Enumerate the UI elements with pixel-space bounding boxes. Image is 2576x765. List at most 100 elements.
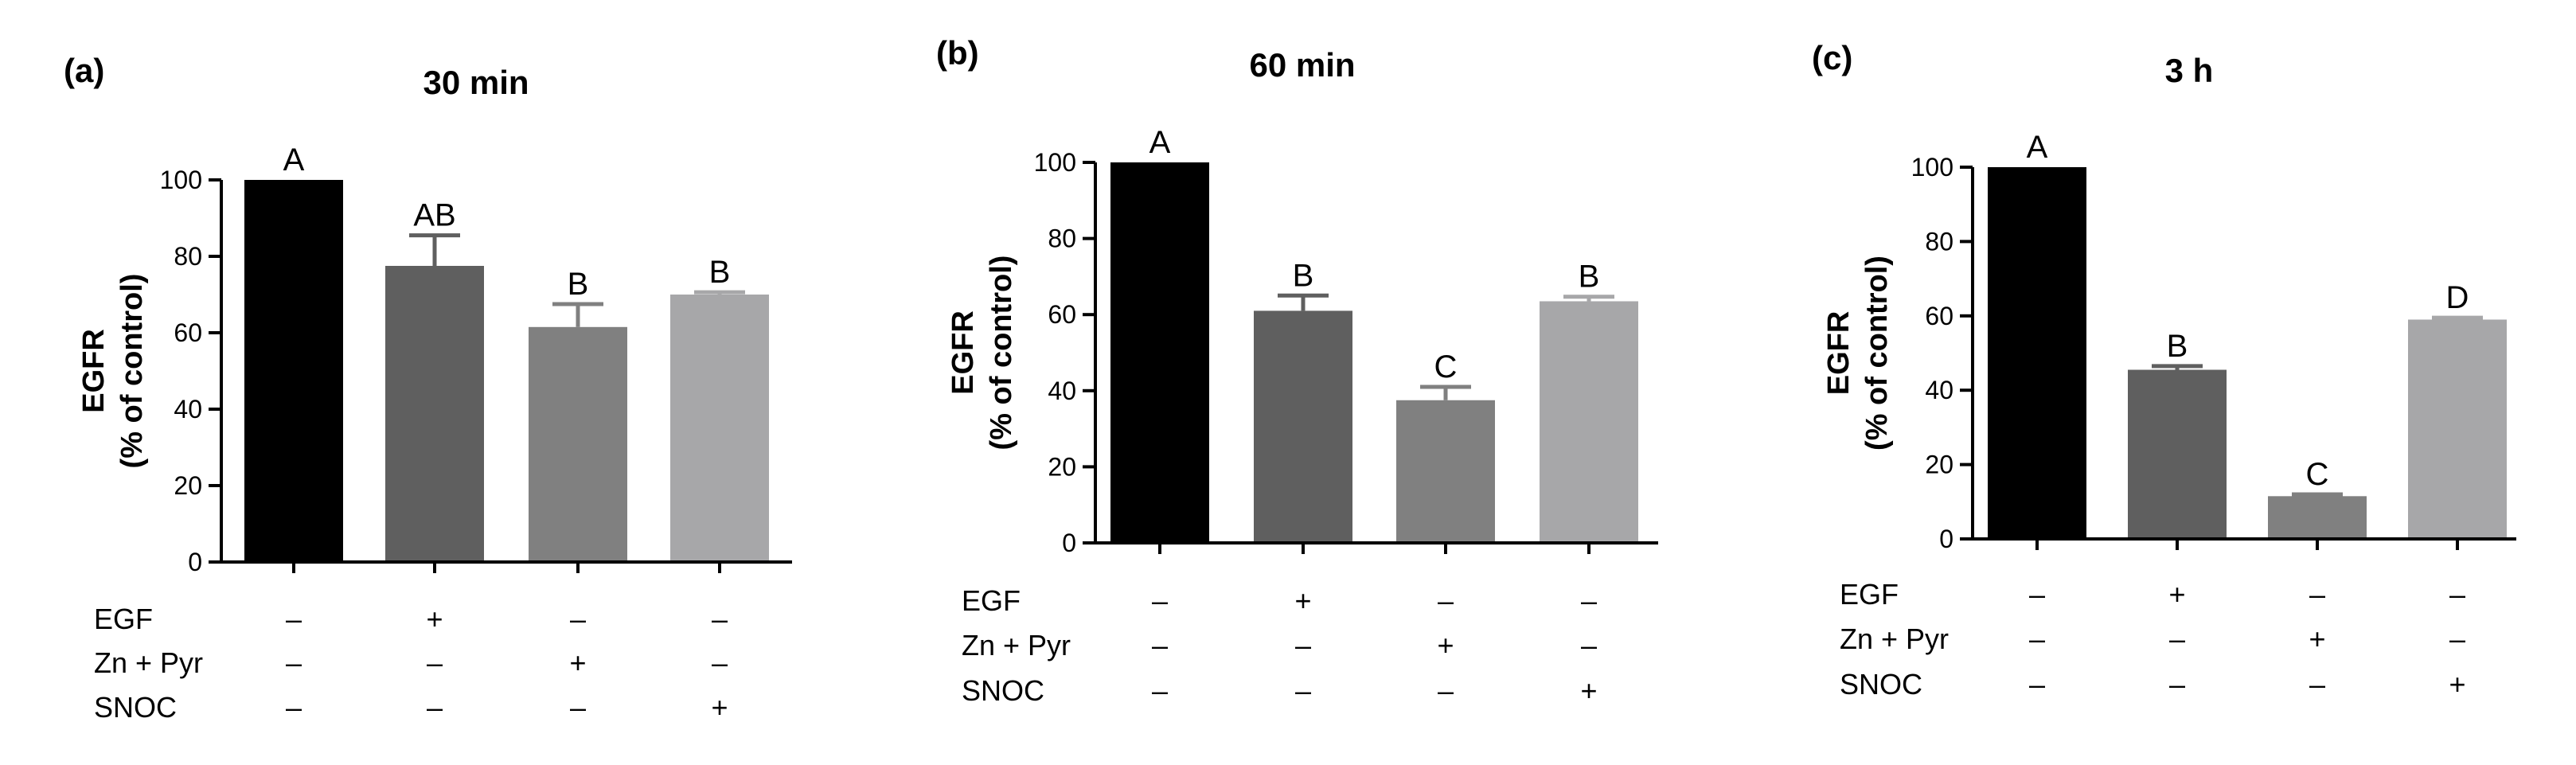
condition-mark-b-0-3: – (1581, 584, 1597, 617)
condition-mark-a-2-0: – (286, 691, 302, 724)
ytick-label-b-60: 60 (1048, 300, 1076, 329)
error-bar-c-2 (2292, 492, 2343, 497)
condition-mark-c-2-1: – (2169, 668, 2185, 701)
condition-mark-c-2-0: – (2029, 668, 2045, 701)
panel-c: (c) 3 h A B C D 0 20 40 60 80 100 EGFR (% of contro… (1812, 39, 2516, 701)
condition-mark-a-1-3: – (712, 646, 728, 679)
error-bar-b-1 (1278, 293, 1329, 311)
ytick-label-c-100: 100 (1911, 153, 1953, 181)
condition-mark-b-1-1: – (1295, 629, 1311, 662)
ytick-label-a-0: 0 (188, 548, 202, 576)
bar-c-0 (1988, 167, 2086, 539)
sig-letter-a-1: AB (413, 198, 455, 233)
condition-mark-b-1-0: – (1152, 629, 1168, 662)
condition-mark-a-0-0: – (286, 603, 302, 635)
panel-a-title: 30 min (423, 64, 529, 101)
ytick-label-a-20: 20 (174, 471, 202, 500)
ylabel-a: EGFR (77, 329, 111, 413)
bar-b-3 (1540, 301, 1638, 543)
condition-mark-a-0-1: + (426, 603, 443, 635)
sig-letter-b-3: B (1579, 260, 1600, 295)
panel-a-plot: A AB B B 0 20 40 60 80 100 EGFR (% of control) EGF – +… (77, 142, 792, 724)
ytick-label-a-100: 100 (160, 166, 202, 194)
panel-b-plot: A B C B 0 20 40 60 80 100 EGFR (% of control) EGF – + –… (946, 125, 1658, 707)
bar-a-3 (670, 295, 769, 562)
condition-mark-b-2-1: – (1295, 674, 1311, 707)
condition-mark-a-0-3: – (712, 603, 728, 635)
panel-b: (b) 60 min A B C B 0 20 40 60 80 100 EGFR (% of con… (936, 34, 1658, 707)
panel-b-title: 60 min (1249, 46, 1355, 84)
ylabel-unit-b: (% of control) (985, 256, 1018, 451)
sig-letter-b-0: A (1149, 125, 1171, 160)
condition-mark-b-2-2: – (1438, 674, 1454, 707)
error-bar-a-2 (552, 302, 603, 327)
ytick-label-b-40: 40 (1048, 377, 1076, 405)
ytick-label-c-60: 60 (1925, 302, 1953, 330)
ytick-label-a-40: 40 (174, 395, 202, 423)
panel-c-label: (c) (1812, 39, 1852, 76)
sig-letter-c-2: C (2306, 457, 2329, 492)
error-bar-c-1 (2152, 364, 2203, 370)
error-bar-b-2 (1420, 384, 1471, 400)
error-bar-c-3 (2432, 315, 2483, 320)
bar-c-1 (2128, 369, 2227, 539)
condition-mark-c-0-3: – (2449, 578, 2465, 611)
sig-letter-b-1: B (1293, 258, 1314, 293)
bar-b-2 (1396, 400, 1495, 543)
panel-c-title: 3 h (2165, 52, 2214, 89)
sig-letter-c-3: D (2446, 280, 2469, 315)
condition-mark-b-2-3: + (1580, 674, 1597, 707)
sig-letter-a-2: B (568, 267, 589, 302)
bar-a-0 (244, 180, 343, 562)
ylabel-unit-a: (% of control) (115, 274, 149, 469)
condition-name-c-2: SNOC (1840, 668, 1922, 701)
panel-a-label: (a) (64, 52, 104, 89)
condition-name-b-1: Zn + Pyr (962, 629, 1071, 662)
condition-mark-a-0-2: – (570, 603, 586, 635)
condition-mark-b-2-0: – (1152, 674, 1168, 707)
sig-letter-c-1: B (2167, 329, 2188, 364)
ytick-label-b-80: 80 (1048, 224, 1076, 253)
condition-name-a-0: EGF (94, 603, 153, 635)
panel-b-label: (b) (936, 34, 979, 72)
ytick-label-c-0: 0 (1939, 525, 1953, 553)
condition-mark-a-2-2: – (570, 691, 586, 724)
bar-a-1 (385, 266, 484, 562)
condition-mark-a-2-3: + (711, 691, 728, 724)
condition-mark-b-1-2: + (1437, 629, 1454, 662)
condition-mark-c-0-2: – (2309, 578, 2325, 611)
condition-mark-b-0-1: + (1294, 584, 1311, 617)
ytick-label-b-20: 20 (1048, 452, 1076, 481)
error-bar-a-3 (694, 290, 745, 295)
bar-a-2 (529, 326, 627, 562)
ytick-label-c-80: 80 (1925, 227, 1953, 256)
ytick-label-c-20: 20 (1925, 451, 1953, 479)
condition-mark-b-1-3: – (1581, 629, 1597, 662)
bar-c-2 (2268, 496, 2367, 539)
bar-b-1 (1254, 310, 1352, 543)
ytick-label-c-40: 40 (1925, 376, 1953, 404)
ytick-label-b-100: 100 (1034, 148, 1076, 177)
condition-mark-b-0-2: – (1438, 584, 1454, 617)
condition-name-c-0: EGF (1840, 578, 1899, 611)
condition-mark-c-0-0: – (2029, 578, 2045, 611)
error-bar-b-3 (1563, 295, 1614, 302)
error-bar-a-1 (409, 233, 460, 266)
condition-mark-c-2-2: – (2309, 668, 2325, 701)
condition-mark-c-1-3: – (2449, 623, 2465, 655)
condition-mark-b-0-0: – (1152, 584, 1168, 617)
condition-mark-a-1-2: + (569, 646, 586, 679)
ylabel-unit-c: (% of control) (1860, 256, 1894, 451)
condition-name-a-1: Zn + Pyr (94, 646, 203, 679)
condition-mark-c-0-1: + (2168, 578, 2185, 611)
ytick-label-a-60: 60 (174, 318, 202, 347)
ylabel-b: EGFR (946, 310, 980, 395)
panel-c-plot: A B C D 0 20 40 60 80 100 EGFR (% of control) EGF – + –… (1822, 130, 2516, 701)
condition-name-b-2: SNOC (962, 674, 1044, 707)
ytick-label-a-80: 80 (174, 242, 202, 271)
condition-mark-c-2-3: + (2449, 668, 2465, 701)
condition-mark-c-1-0: – (2029, 623, 2045, 655)
sig-letter-c-0: A (2027, 130, 2048, 165)
condition-name-a-2: SNOC (94, 691, 177, 724)
bar-b-0 (1110, 162, 1209, 543)
